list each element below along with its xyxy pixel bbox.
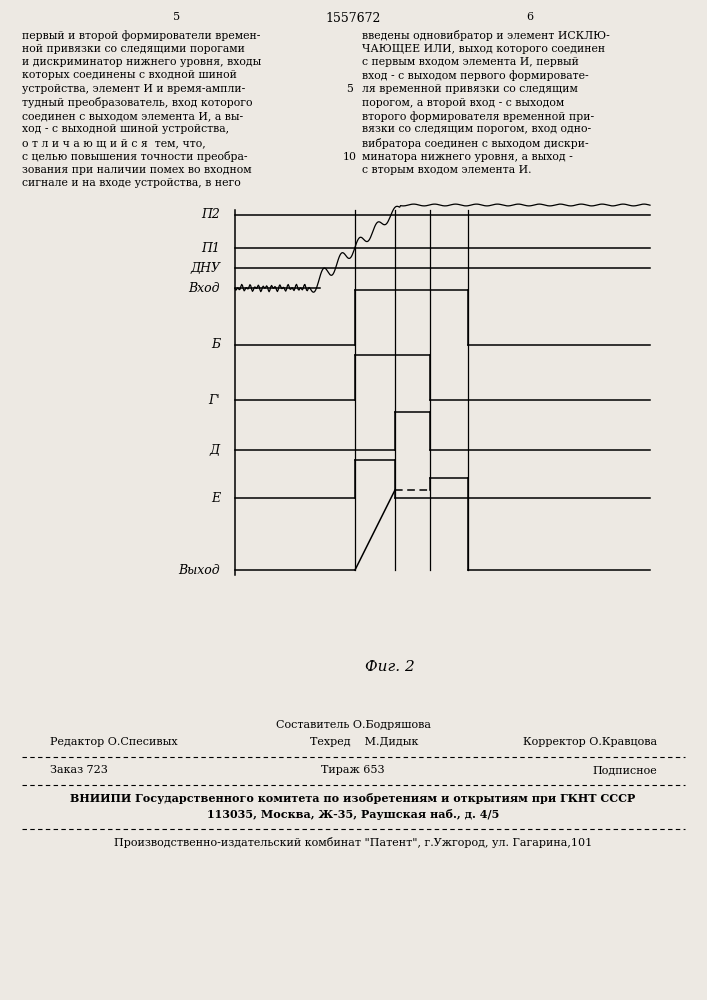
Text: Г': Г' xyxy=(209,393,220,406)
Text: 10: 10 xyxy=(343,151,357,161)
Text: ДНУ: ДНУ xyxy=(190,261,220,274)
Text: первый и второй формирователи времен-: первый и второй формирователи времен- xyxy=(22,30,260,41)
Text: 6: 6 xyxy=(527,12,534,22)
Text: Тираж 653: Тираж 653 xyxy=(321,765,385,775)
Text: Выход: Выход xyxy=(178,564,220,576)
Text: устройства, элемент И и время-ампли-: устройства, элемент И и время-ампли- xyxy=(22,84,245,94)
Text: Д: Д xyxy=(210,444,220,456)
Text: и дискриминатор нижнего уровня, входы: и дискриминатор нижнего уровня, входы xyxy=(22,57,262,67)
Text: второго формирователя временной при-: второго формирователя временной при- xyxy=(362,111,594,122)
Text: Заказ 723: Заказ 723 xyxy=(50,765,108,775)
Text: Производственно-издательский комбинат "Патент", г.Ужгород, ул. Гагарина,101: Производственно-издательский комбинат "П… xyxy=(114,837,592,848)
Text: вход - с выходом первого формировате-: вход - с выходом первого формировате- xyxy=(362,70,589,81)
Text: с вторым входом элемента И.: с вторым входом элемента И. xyxy=(362,165,532,175)
Text: 5: 5 xyxy=(173,12,180,22)
Text: зования при наличии помех во входном: зования при наличии помех во входном xyxy=(22,165,252,175)
Text: 113035, Москва, Ж-35, Раушская наб., д. 4/5: 113035, Москва, Ж-35, Раушская наб., д. … xyxy=(207,809,499,820)
Text: П2: П2 xyxy=(201,209,220,222)
Text: 1557672: 1557672 xyxy=(325,12,380,25)
Text: ля временной привязки со следящим: ля временной привязки со следящим xyxy=(362,84,578,94)
Text: ной привязки со следящими порогами: ной привязки со следящими порогами xyxy=(22,43,245,53)
Text: ЧАЮЩЕЕ ИЛИ, выход которого соединен: ЧАЮЩЕЕ ИЛИ, выход которого соединен xyxy=(362,43,605,53)
Text: П1: П1 xyxy=(201,241,220,254)
Text: Е: Е xyxy=(211,491,220,504)
Text: с первым входом элемента И, первый: с первым входом элемента И, первый xyxy=(362,57,579,67)
Text: вибратора соединен с выходом дискри-: вибратора соединен с выходом дискри- xyxy=(362,138,589,149)
Text: сигнале и на входе устройства, в него: сигнале и на входе устройства, в него xyxy=(22,178,241,188)
Text: Фиг. 2: Фиг. 2 xyxy=(365,660,415,674)
Text: Подписное: Подписное xyxy=(592,765,657,775)
Text: введены одновибратор и элемент ИСКЛЮ-: введены одновибратор и элемент ИСКЛЮ- xyxy=(362,30,609,41)
Text: ход - с выходной шиной устройства,: ход - с выходной шиной устройства, xyxy=(22,124,229,134)
Text: соединен с выходом элемента И, а вы-: соединен с выходом элемента И, а вы- xyxy=(22,111,243,121)
Text: тудный преобразователь, вход которого: тудный преобразователь, вход которого xyxy=(22,98,252,108)
Text: 5: 5 xyxy=(346,84,354,94)
Text: минатора нижнего уровня, а выход -: минатора нижнего уровня, а выход - xyxy=(362,151,573,161)
Text: Б: Б xyxy=(211,338,220,352)
Text: Вход: Вход xyxy=(189,282,220,294)
Text: с целью повышения точности преобра-: с целью повышения точности преобра- xyxy=(22,151,247,162)
Text: Техред    М.Дидык: Техред М.Дидык xyxy=(310,737,419,747)
Text: о т л и ч а ю щ и й с я  тем, что,: о т л и ч а ю щ и й с я тем, что, xyxy=(22,138,206,148)
Text: Редактор О.Спесивых: Редактор О.Спесивых xyxy=(50,737,177,747)
Text: Корректор О.Кравцова: Корректор О.Кравцова xyxy=(523,737,657,747)
Text: которых соединены с входной шиной: которых соединены с входной шиной xyxy=(22,70,237,81)
Text: Составитель О.Бодряшова: Составитель О.Бодряшова xyxy=(276,720,431,730)
Text: порогом, а второй вход - с выходом: порогом, а второй вход - с выходом xyxy=(362,98,564,107)
Text: ВНИИПИ Государственного комитета по изобретениям и открытиям при ГКНТ СССР: ВНИИПИ Государственного комитета по изоб… xyxy=(71,793,636,804)
Text: вязки со следящим порогом, вход одно-: вязки со следящим порогом, вход одно- xyxy=(362,124,591,134)
